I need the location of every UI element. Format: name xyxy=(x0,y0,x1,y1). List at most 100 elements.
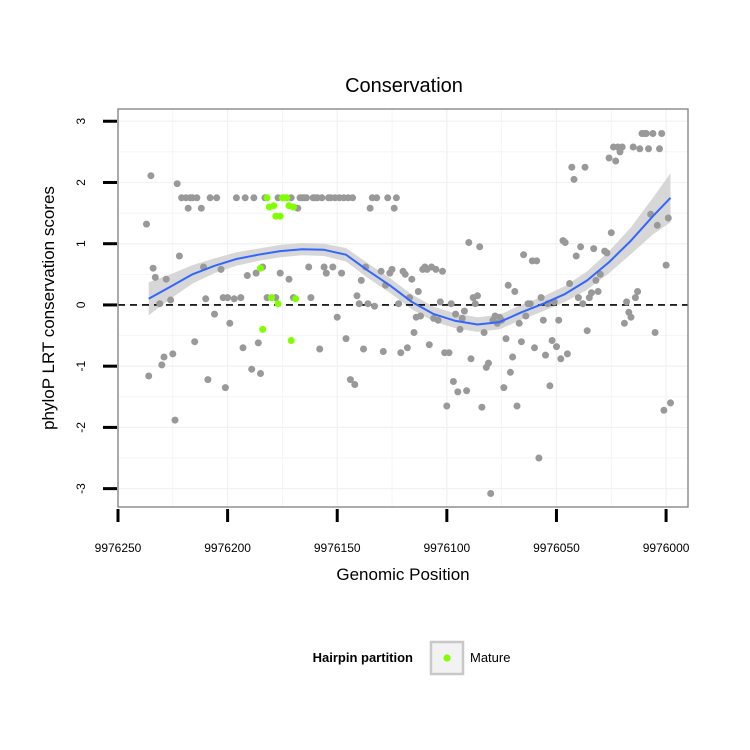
y-tick-label: 3 xyxy=(74,118,88,125)
point-other xyxy=(631,294,639,302)
point-other xyxy=(664,214,672,222)
point-other xyxy=(364,300,372,308)
point-other xyxy=(517,338,525,346)
point-other xyxy=(629,143,637,151)
point-other xyxy=(594,288,602,295)
point-other xyxy=(568,163,576,171)
point-other xyxy=(204,376,212,384)
point-other xyxy=(460,307,468,315)
point-other xyxy=(156,300,164,308)
y-axis-title: phyloP LRT conservation scores xyxy=(39,186,58,430)
point-other xyxy=(371,302,378,310)
point-other xyxy=(434,316,442,324)
point-other xyxy=(417,312,424,320)
point-mature xyxy=(283,194,291,202)
point-other xyxy=(392,194,400,202)
point-other xyxy=(206,194,214,202)
point-other xyxy=(588,289,595,297)
point-other xyxy=(526,300,534,308)
point-other xyxy=(432,265,440,273)
point-other xyxy=(147,172,155,180)
point-other xyxy=(353,292,361,300)
y-tick-label: -3 xyxy=(74,483,88,494)
point-other xyxy=(276,269,284,277)
chart-title: Conservation xyxy=(345,75,463,97)
y-tick-label: 0 xyxy=(74,301,88,308)
point-other xyxy=(563,350,571,358)
point-other xyxy=(175,252,183,260)
point-other xyxy=(579,300,587,308)
x-tick-label: 9976000 xyxy=(643,541,690,555)
point-other xyxy=(377,267,385,275)
plot-panel xyxy=(117,108,689,508)
point-other xyxy=(307,294,315,302)
point-other xyxy=(237,294,245,302)
point-other xyxy=(333,313,341,321)
point-other xyxy=(513,402,521,410)
point-other xyxy=(408,275,416,283)
point-other xyxy=(476,243,484,251)
point-other xyxy=(167,296,175,304)
point-mature xyxy=(276,212,284,220)
point-other xyxy=(217,265,225,273)
point-other xyxy=(603,249,611,257)
point-other xyxy=(502,335,510,343)
point-other xyxy=(388,265,396,273)
point-other xyxy=(577,243,585,251)
point-other xyxy=(555,316,563,324)
panel-background xyxy=(118,109,688,507)
point-mature xyxy=(287,337,295,344)
points-mature xyxy=(257,194,300,344)
point-other xyxy=(184,204,192,212)
point-other xyxy=(656,145,663,153)
point-other xyxy=(504,281,512,289)
point-mature xyxy=(259,325,267,333)
point-other xyxy=(449,378,457,385)
point-other xyxy=(511,288,519,295)
point-other xyxy=(191,338,199,346)
point-other xyxy=(618,143,626,151)
point-other xyxy=(149,264,157,272)
point-other xyxy=(566,280,574,287)
point-other xyxy=(480,329,488,336)
point-other xyxy=(667,399,674,407)
point-other xyxy=(241,194,249,202)
point-other xyxy=(162,275,170,283)
x-tick-label: 9976100 xyxy=(423,541,470,555)
point-other xyxy=(553,343,560,351)
point-other xyxy=(239,344,247,352)
point-other xyxy=(620,319,628,327)
point-other xyxy=(531,344,538,352)
point-other xyxy=(612,157,620,165)
point-other xyxy=(395,300,403,308)
points-other xyxy=(143,130,674,497)
point-other xyxy=(346,376,354,384)
point-other xyxy=(447,300,455,308)
point-other xyxy=(329,263,337,271)
point-other xyxy=(651,329,659,336)
point-other xyxy=(487,490,495,497)
point-other xyxy=(248,365,256,373)
legend-key-mature xyxy=(443,654,451,662)
point-other xyxy=(410,329,418,336)
point-other xyxy=(285,275,293,283)
point-other xyxy=(520,251,528,259)
point-other xyxy=(522,312,530,320)
point-other xyxy=(318,194,326,202)
point-other xyxy=(403,344,411,352)
point-other xyxy=(320,263,328,271)
point-other xyxy=(305,263,313,271)
point-other xyxy=(303,194,310,202)
point-other xyxy=(254,339,262,347)
point-other xyxy=(160,353,168,361)
legend-title: Hairpin partition xyxy=(313,650,413,665)
point-other xyxy=(230,295,238,303)
point-other xyxy=(226,319,234,327)
point-other xyxy=(171,416,179,424)
point-other xyxy=(454,388,462,396)
point-mature xyxy=(257,264,264,272)
x-axis-title: Genomic Position xyxy=(336,565,469,584)
point-other xyxy=(596,270,604,278)
point-other xyxy=(232,194,240,202)
